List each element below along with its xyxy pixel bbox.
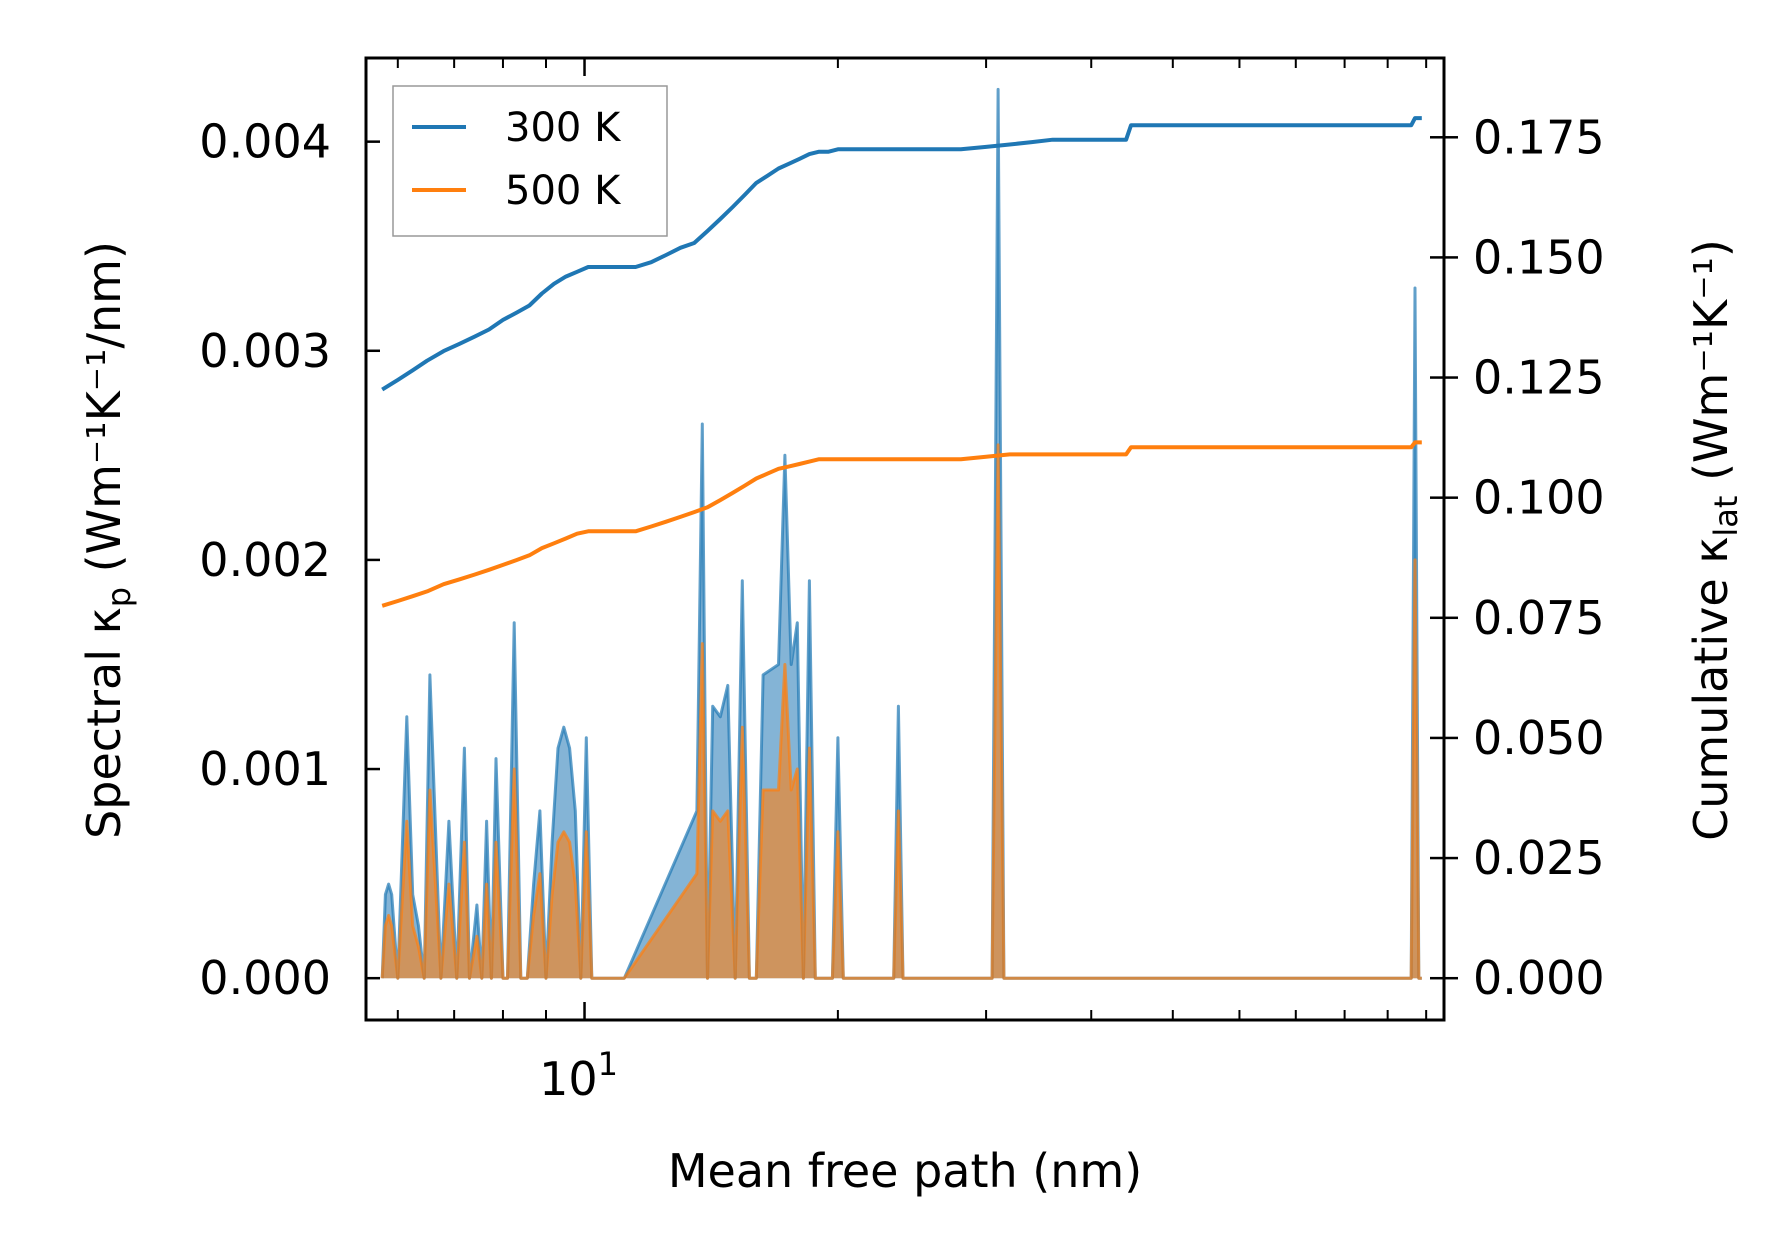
x-axis: 101	[396, 58, 1428, 1106]
left-y-tick-label: 0.000	[199, 951, 331, 1005]
right-y-label-units: (Wm⁻¹K⁻¹)	[1684, 239, 1738, 495]
cumulative-line-layer	[381, 116, 1422, 608]
x-axis-label: Mean free path (nm)	[668, 1144, 1142, 1198]
legend: 300 K 500 K	[392, 85, 668, 237]
cumulative-line-500k	[381, 440, 1422, 608]
cumulative-line-300k	[381, 116, 1422, 392]
plot-frame	[364, 56, 1446, 1022]
right-y-tick-label: 0.025	[1473, 831, 1605, 885]
left-y-label-units: (Wm⁻¹K⁻¹/nm)	[77, 241, 131, 587]
left-y-tick-label: 0.003	[199, 324, 331, 378]
right-y-tick-label: 0.150	[1473, 230, 1605, 284]
right-y-tick-label: 0.100	[1473, 471, 1605, 525]
spectral-fill-500k	[382, 444, 1422, 979]
right-y-axis-label: Cumulative κlat (Wm⁻¹K⁻¹)	[1684, 239, 1745, 841]
left-y-label-sub: p	[100, 587, 138, 607]
right-y-label-main: Cumulative κ	[1684, 537, 1738, 841]
left-y-axis: 0.000 0.001 0.002 0.003 0.004	[199, 115, 380, 1005]
legend-label-500k: 500 K	[505, 168, 622, 214]
spectral-line-layer	[380, 87, 1422, 980]
right-y-axis: 0.000 0.025 0.050 0.075 0.100 0.125 0.150 0.175	[1430, 110, 1605, 1005]
legend-label-300k: 300 K	[505, 105, 622, 151]
left-y-tick-label: 0.004	[199, 115, 331, 169]
left-y-tick-label: 0.002	[199, 533, 331, 587]
right-y-tick-label: 0.125	[1473, 351, 1605, 405]
left-y-tick-label: 0.001	[199, 742, 331, 796]
right-y-tick-label: 0.000	[1473, 951, 1605, 1005]
left-y-label-main: Spectral κ	[77, 607, 131, 839]
spectral-line-500k	[380, 443, 1422, 980]
right-y-tick-label: 0.175	[1473, 110, 1605, 164]
left-y-axis-label: Spectral κp (Wm⁻¹K⁻¹/nm)	[77, 241, 138, 839]
right-y-tick-label: 0.050	[1473, 711, 1605, 765]
legend-box	[392, 85, 668, 237]
right-y-label-sub: lat	[1707, 496, 1745, 537]
x-tick-label: 101	[539, 1045, 618, 1106]
x-tick-label-exponent: 1	[598, 1045, 618, 1083]
right-y-tick-label: 0.075	[1473, 591, 1605, 645]
